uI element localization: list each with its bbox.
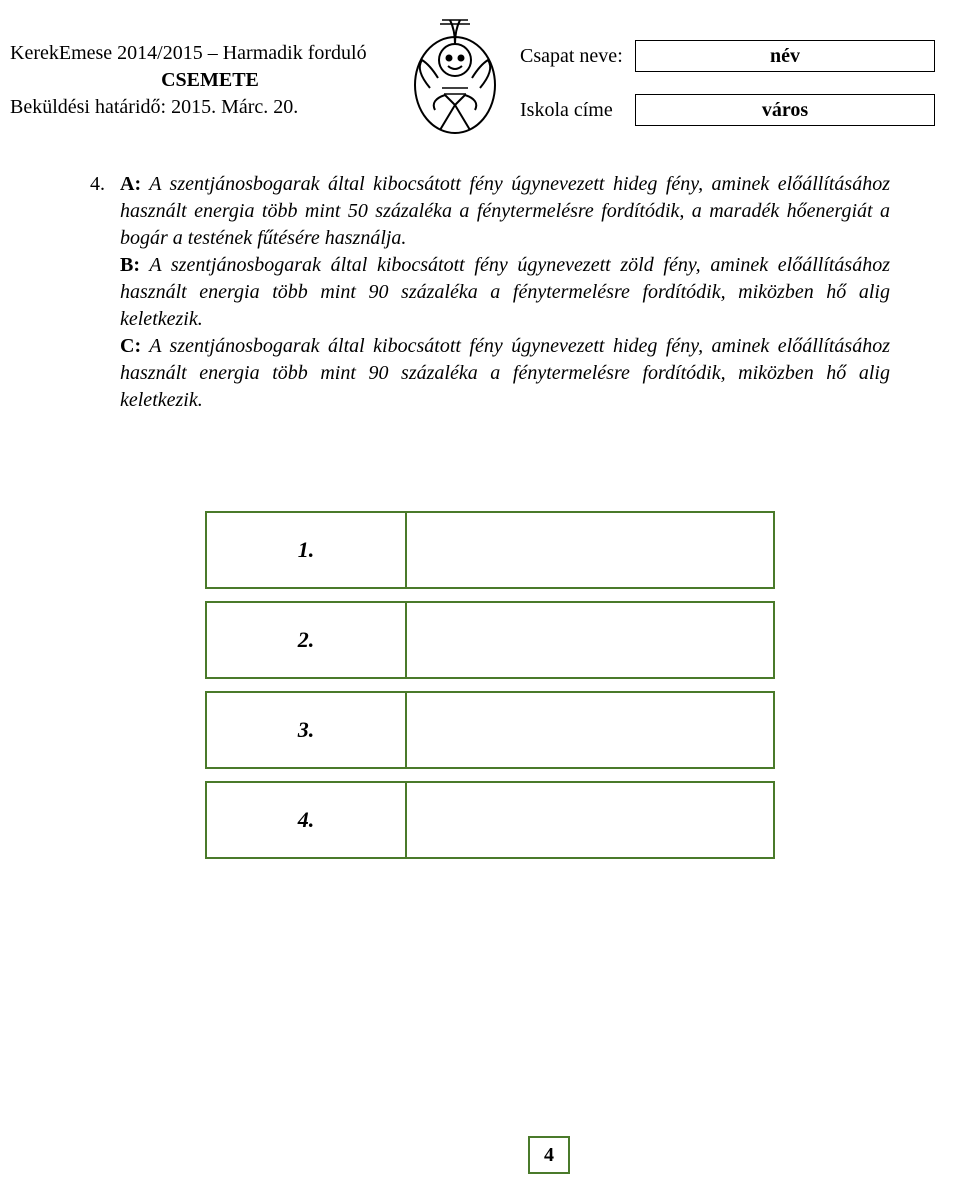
- table-row: 1.: [205, 511, 775, 589]
- table-row: 3.: [205, 691, 775, 769]
- logo-graphic: [400, 10, 510, 140]
- answer-cell-2[interactable]: [405, 601, 775, 679]
- answer-row-number: 1.: [205, 511, 405, 589]
- school-label: Iskola címe: [520, 99, 635, 122]
- option-c-label: C:: [120, 335, 141, 357]
- table-row: 2.: [205, 601, 775, 679]
- answer-cell-4[interactable]: [405, 781, 775, 859]
- header-left-block: KerekEmese 2014/2015 – Harmadik forduló …: [10, 40, 410, 121]
- question-body: A: A szentjánosbogarak által kibocsátott…: [120, 171, 890, 414]
- team-name-row: Csapat neve: név: [520, 40, 935, 72]
- option-a-text: A szentjánosbogarak által kibocsátott fé…: [120, 173, 890, 249]
- option-b-label: B:: [120, 254, 140, 276]
- school-row: Iskola címe város: [520, 94, 935, 126]
- contest-title: KerekEmese 2014/2015 – Harmadik forduló: [10, 40, 410, 67]
- answer-cell-3[interactable]: [405, 691, 775, 769]
- school-input[interactable]: város: [635, 94, 935, 126]
- page-number: 4: [528, 1136, 570, 1174]
- category-name: CSEMETE: [10, 67, 410, 94]
- answer-row-number: 2.: [205, 601, 405, 679]
- header-right-block: Csapat neve: név Iskola címe város: [520, 40, 935, 148]
- question-block: 4. A: A szentjánosbogarak által kibocsát…: [90, 171, 890, 871]
- option-c-text: A szentjánosbogarak által kibocsátott fé…: [120, 335, 890, 411]
- team-name-input[interactable]: név: [635, 40, 935, 72]
- answer-row-number: 3.: [205, 691, 405, 769]
- team-name-label: Csapat neve:: [520, 45, 635, 68]
- option-b-text: A szentjánosbogarak által kibocsátott fé…: [120, 254, 890, 330]
- deadline: Beküldési határidő: 2015. Márc. 20.: [10, 94, 410, 121]
- answer-table: 1. 2. 3. 4.: [205, 499, 775, 871]
- answer-cell-1[interactable]: [405, 511, 775, 589]
- table-row: 4.: [205, 781, 775, 859]
- question-number: 4.: [90, 171, 120, 414]
- answer-row-number: 4.: [205, 781, 405, 859]
- option-a-label: A:: [120, 173, 141, 195]
